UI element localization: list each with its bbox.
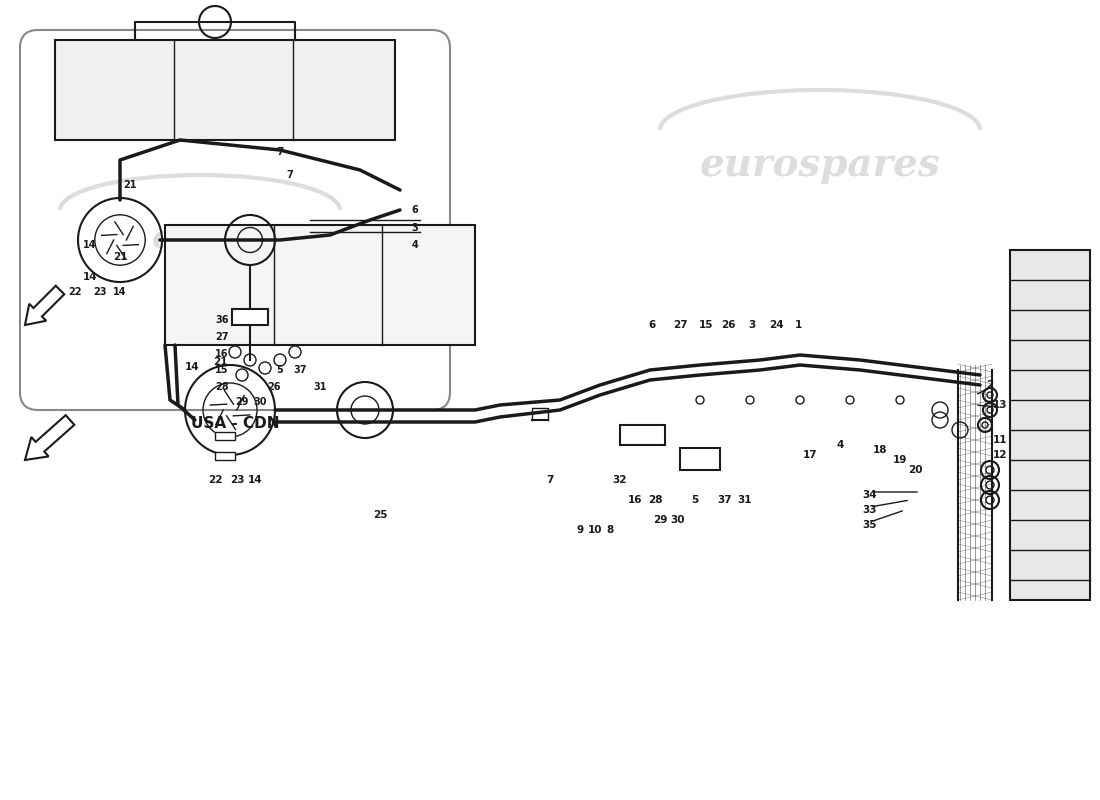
Circle shape <box>796 396 804 404</box>
Text: 29: 29 <box>652 515 668 525</box>
Bar <box>214 452 235 460</box>
Text: 3: 3 <box>748 320 756 330</box>
Text: 21: 21 <box>112 252 128 262</box>
Bar <box>232 309 268 325</box>
Text: euros: euros <box>153 225 248 255</box>
FancyArrow shape <box>25 286 64 325</box>
Text: 25: 25 <box>373 510 387 520</box>
Text: 31: 31 <box>738 495 752 505</box>
Text: 5: 5 <box>692 495 698 505</box>
Circle shape <box>896 396 904 404</box>
Text: 30: 30 <box>253 397 266 407</box>
Text: 8: 8 <box>606 525 614 535</box>
Text: 14: 14 <box>248 475 262 485</box>
Text: 10: 10 <box>587 525 603 535</box>
Text: 12: 12 <box>992 450 1008 460</box>
Text: 7: 7 <box>287 170 294 180</box>
Text: 4: 4 <box>836 440 844 450</box>
Text: 36: 36 <box>216 315 229 325</box>
Text: 29: 29 <box>235 397 249 407</box>
Bar <box>1010 250 1090 600</box>
Text: 17: 17 <box>803 450 817 460</box>
Bar <box>214 432 235 440</box>
Text: 27: 27 <box>673 320 688 330</box>
Text: 26: 26 <box>720 320 735 330</box>
Text: 16: 16 <box>216 349 229 359</box>
Text: 15: 15 <box>216 365 229 375</box>
Text: 35: 35 <box>862 520 878 530</box>
Text: 32: 32 <box>613 475 627 485</box>
Text: 27: 27 <box>216 332 229 342</box>
Text: 28: 28 <box>216 382 229 392</box>
Text: 23: 23 <box>94 287 107 297</box>
Text: 5: 5 <box>276 365 284 375</box>
Text: 22: 22 <box>68 287 81 297</box>
Text: 26: 26 <box>267 382 280 392</box>
Text: 23: 23 <box>230 475 244 485</box>
Text: 22: 22 <box>208 475 222 485</box>
Text: 7: 7 <box>547 475 553 485</box>
Circle shape <box>696 396 704 404</box>
Text: 7: 7 <box>276 147 284 157</box>
Text: 14: 14 <box>82 272 97 282</box>
Text: 19: 19 <box>893 455 907 465</box>
Text: 1: 1 <box>794 320 802 330</box>
Text: 37: 37 <box>294 365 307 375</box>
Text: 2: 2 <box>987 380 993 390</box>
Text: 21: 21 <box>212 357 228 367</box>
Text: 20: 20 <box>908 465 922 475</box>
Text: 28: 28 <box>648 495 662 505</box>
Text: 14: 14 <box>185 362 199 372</box>
Text: 4: 4 <box>411 240 418 250</box>
Bar <box>620 425 666 445</box>
Text: 13: 13 <box>992 400 1008 410</box>
Text: 14: 14 <box>84 240 97 250</box>
Text: 24: 24 <box>769 320 783 330</box>
Bar <box>165 225 475 345</box>
Bar <box>55 40 395 140</box>
Text: USA - CDN: USA - CDN <box>190 417 279 431</box>
Text: 33: 33 <box>862 505 878 515</box>
Text: 21: 21 <box>123 180 136 190</box>
Text: 30: 30 <box>671 515 685 525</box>
Text: 3: 3 <box>411 223 418 233</box>
Text: 31: 31 <box>314 382 327 392</box>
Circle shape <box>846 396 854 404</box>
Text: 6: 6 <box>648 320 656 330</box>
FancyArrow shape <box>25 415 75 460</box>
Text: 34: 34 <box>862 490 878 500</box>
Bar <box>680 448 720 470</box>
Text: 16: 16 <box>628 495 642 505</box>
Text: 15: 15 <box>698 320 713 330</box>
Text: 37: 37 <box>717 495 733 505</box>
Text: 11: 11 <box>992 435 1008 445</box>
Circle shape <box>746 396 754 404</box>
Text: eurospares: eurospares <box>700 146 940 184</box>
Text: 9: 9 <box>576 525 584 535</box>
Text: 18: 18 <box>872 445 888 455</box>
Text: 6: 6 <box>411 205 418 215</box>
Text: 14: 14 <box>113 287 127 297</box>
